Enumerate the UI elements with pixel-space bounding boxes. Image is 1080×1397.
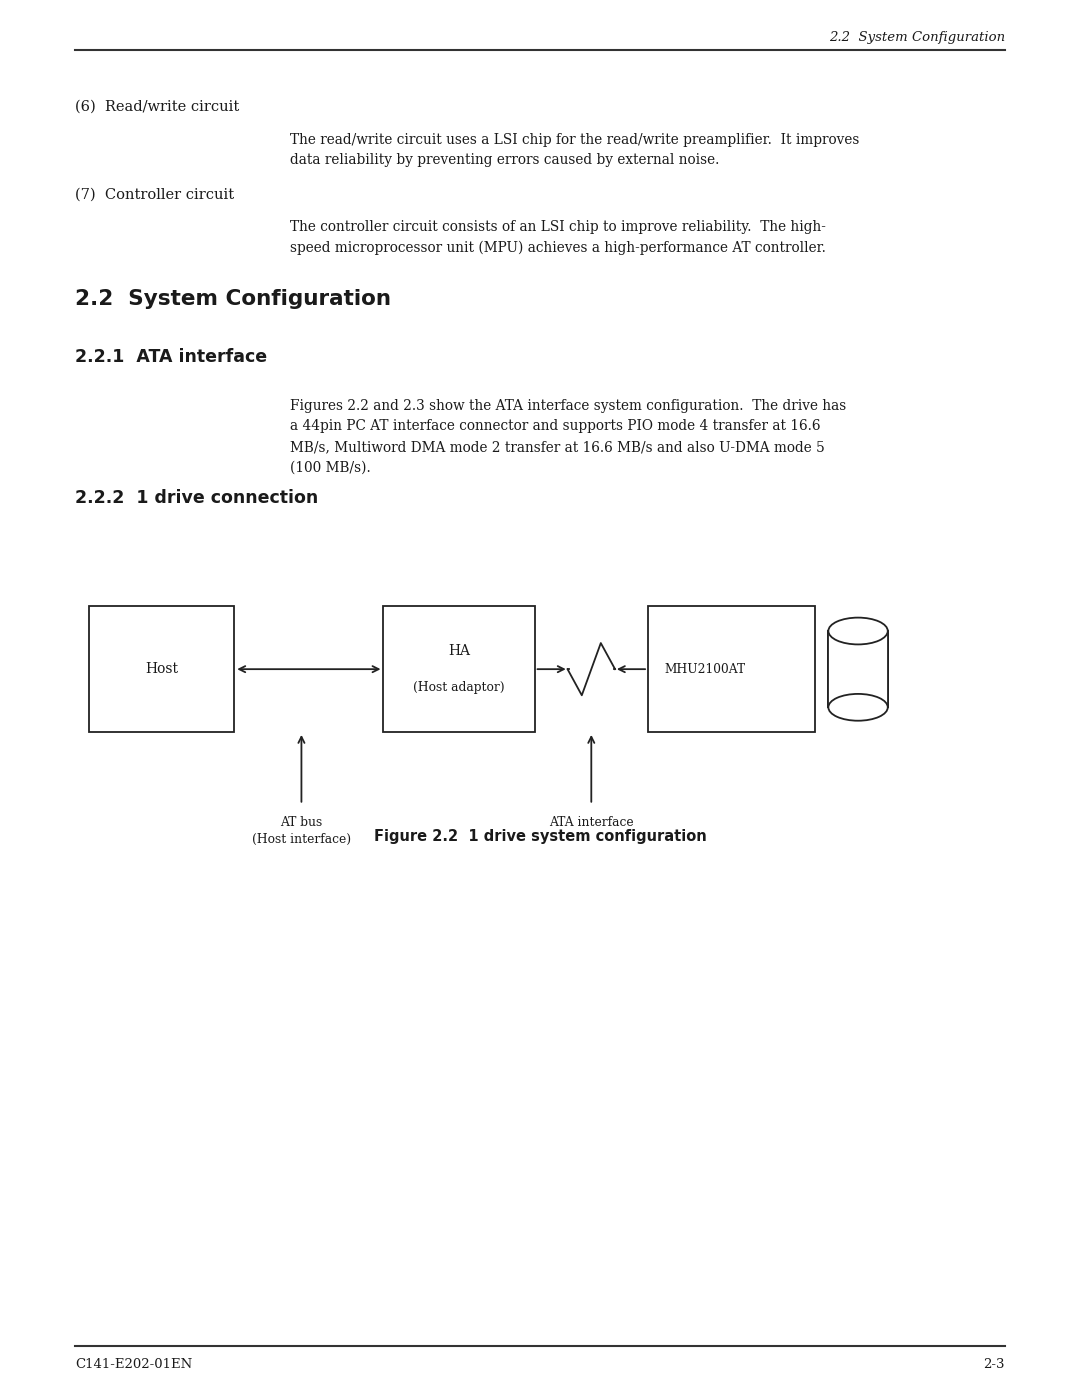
Ellipse shape: [828, 617, 888, 644]
Text: The read/write circuit uses a LSI chip for the read/write preamplifier.  It impr: The read/write circuit uses a LSI chip f…: [289, 133, 860, 168]
Text: Host: Host: [145, 662, 178, 676]
Text: 2.2  System Configuration: 2.2 System Configuration: [75, 289, 391, 309]
Text: HA: HA: [448, 644, 470, 658]
Ellipse shape: [828, 694, 888, 721]
Text: Figures 2.2 and 2.3 show the ATA interface system configuration.  The drive has
: Figures 2.2 and 2.3 show the ATA interfa…: [289, 400, 847, 475]
Text: (6)  Read/write circuit: (6) Read/write circuit: [75, 101, 239, 115]
Bar: [89, 606, 234, 732]
Bar: [383, 606, 535, 732]
Text: AT bus
(Host interface): AT bus (Host interface): [252, 816, 351, 847]
Text: 2-3: 2-3: [984, 1358, 1005, 1370]
Text: ATA interface: ATA interface: [549, 816, 634, 828]
Text: The controller circuit consists of an LSI chip to improve reliability.  The high: The controller circuit consists of an LS…: [289, 219, 826, 256]
Text: 2.2.2  1 drive connection: 2.2.2 1 drive connection: [75, 489, 319, 507]
Text: (7)  Controller circuit: (7) Controller circuit: [75, 187, 234, 201]
Polygon shape: [568, 643, 616, 696]
Text: 2.2.1  ATA interface: 2.2.1 ATA interface: [75, 348, 267, 366]
Bar: [828, 631, 888, 707]
Text: MHU2100AT: MHU2100AT: [664, 662, 745, 676]
Text: (Host adaptor): (Host adaptor): [414, 680, 504, 694]
Text: C141-E202-01EN: C141-E202-01EN: [75, 1358, 192, 1370]
Text: 2.2  System Configuration: 2.2 System Configuration: [829, 31, 1005, 45]
Bar: [648, 606, 815, 732]
Text: Figure 2.2  1 drive system configuration: Figure 2.2 1 drive system configuration: [374, 830, 706, 844]
